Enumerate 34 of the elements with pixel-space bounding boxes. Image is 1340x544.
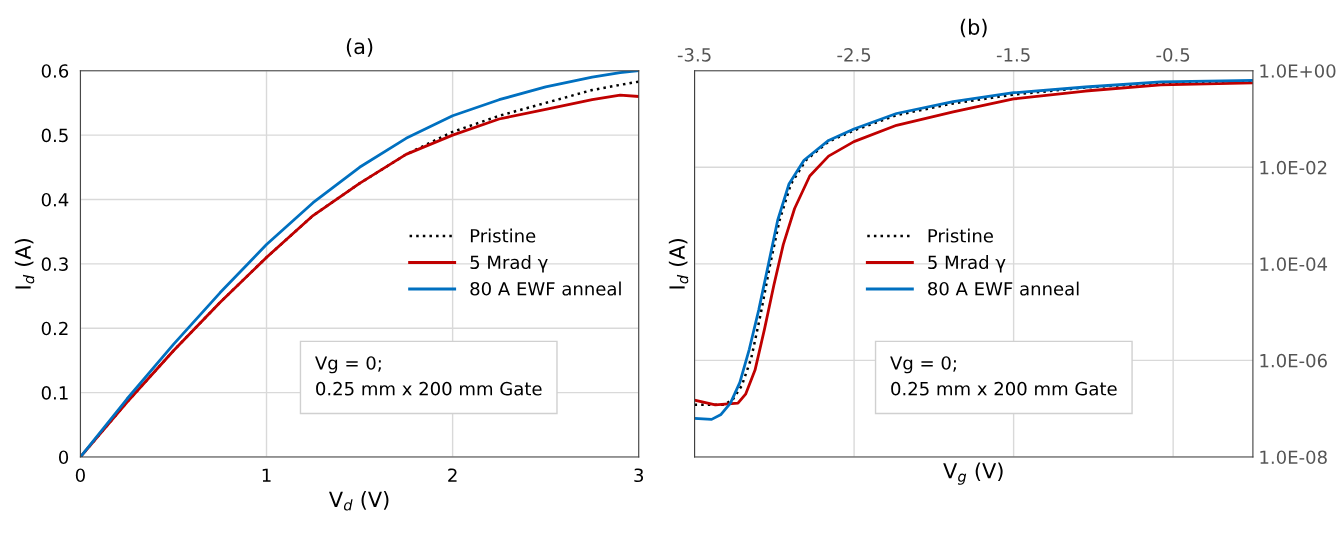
y-tick-label: 1.0E-04 xyxy=(1260,257,1328,271)
legend-label: 80 A EWF anneal xyxy=(470,281,621,296)
y-tick-label: 0.6 xyxy=(41,64,69,78)
x-axis-title: V$_{d}$ (V) xyxy=(329,491,389,511)
x-tick-label: -0.5 xyxy=(1156,48,1190,62)
x-tick-label: -1.5 xyxy=(996,48,1030,62)
y-tick-label: 1.0E+00 xyxy=(1260,64,1336,78)
y-tick-label: 0.4 xyxy=(41,192,69,207)
x-tick-label: 1 xyxy=(262,468,271,482)
y-axis-title: I$_{d}$ (A) xyxy=(668,239,689,289)
x-axis-title: V$_{g}$ (V) xyxy=(943,462,1003,485)
x-tick-label: 0 xyxy=(75,468,85,483)
y-tick-label: 1.0E-06 xyxy=(1260,353,1327,368)
y-tick-label: 0.1 xyxy=(41,386,68,400)
annotation: Vg = 0; 0.25 mm x 200 mm Gate xyxy=(315,356,542,396)
y-tick-label: 1.0E-08 xyxy=(1260,450,1327,465)
x-tick-label: -2.5 xyxy=(837,48,871,62)
x-tick-label: 3 xyxy=(634,468,644,483)
x-tick-label: -3.5 xyxy=(677,48,711,62)
legend-label: Pristine xyxy=(928,228,993,243)
y-tick-label: 1.0E-02 xyxy=(1260,160,1327,175)
x-tick-label: 2 xyxy=(448,468,457,482)
legend-label: Pristine xyxy=(470,228,536,243)
chart-title: (b) xyxy=(960,18,987,38)
y-tick-label: 0.3 xyxy=(41,257,68,271)
legend-label: 80 A EWF anneal xyxy=(928,281,1079,296)
y-tick-label: 0.5 xyxy=(41,128,68,143)
y-axis-title: I$_{d}$ (A) xyxy=(14,239,35,289)
y-tick-label: 0.2 xyxy=(41,321,68,336)
y-tick-label: 0 xyxy=(58,450,69,465)
legend-label: 5 Mrad γ xyxy=(470,255,548,273)
annotation: Vg = 0; 0.25 mm x 200 mm Gate xyxy=(890,356,1117,396)
legend-label: 5 Mrad γ xyxy=(928,255,1006,273)
chart-title: (a) xyxy=(346,38,373,57)
